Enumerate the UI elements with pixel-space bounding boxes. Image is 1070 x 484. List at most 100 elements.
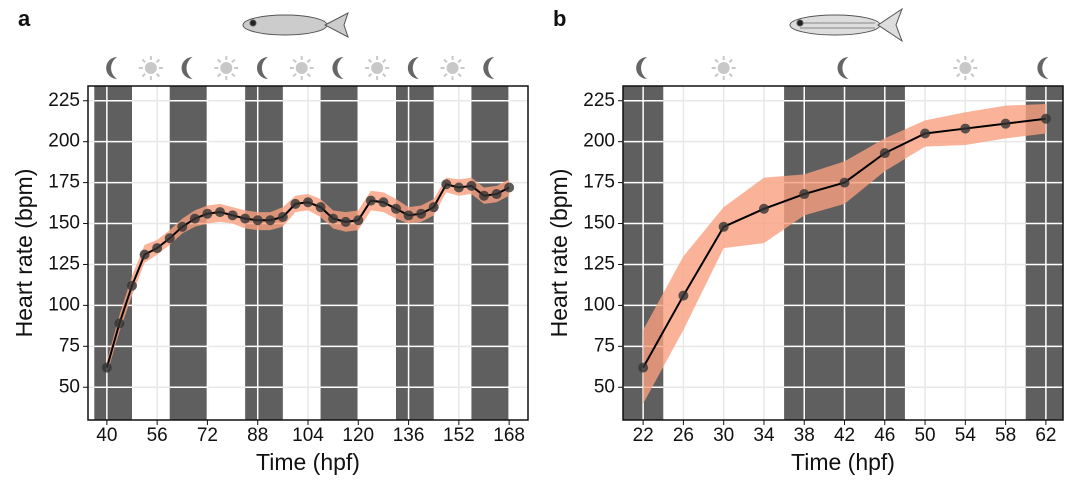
x-axis-title: Time (hpf) [791, 449, 895, 475]
point [189, 213, 200, 224]
sun-ray [714, 72, 719, 78]
sun-disc [717, 62, 730, 74]
sun-disc [959, 62, 972, 74]
point [920, 128, 931, 139]
y-tick-label: 125 [48, 253, 80, 274]
sun-disc [220, 62, 233, 74]
sun-ray [714, 58, 719, 64]
night-shade [320, 86, 359, 420]
plot-border [622, 85, 1064, 421]
point [127, 280, 137, 291]
sun-icon [440, 56, 465, 80]
sun-ray [970, 72, 975, 78]
point [960, 123, 971, 134]
x-tick-label: 46 [874, 425, 895, 446]
y-tick-label: 50 [59, 376, 80, 397]
point [252, 215, 263, 226]
moon-icon [106, 57, 118, 79]
fish-eye [796, 19, 804, 27]
sun-icon [289, 56, 314, 80]
y-axis-title: Heart rate (bpm) [11, 169, 37, 338]
moon-icon [483, 57, 495, 79]
sun-icon [953, 56, 978, 80]
fish-icon [242, 11, 349, 39]
point [466, 180, 477, 191]
night-shade [169, 86, 208, 420]
y-tick-label: 100 [583, 294, 615, 315]
y-tick-label: 75 [59, 335, 80, 356]
point [328, 213, 339, 224]
point [202, 208, 213, 219]
point [479, 190, 489, 201]
sun-ray [306, 58, 311, 64]
y-tick-label: 175 [583, 172, 615, 193]
sun-icon [138, 56, 163, 80]
y-tick-label: 175 [48, 172, 80, 193]
y-tick-label: 225 [583, 90, 615, 111]
panel-label: a [18, 6, 31, 31]
x-tick-label: 54 [955, 425, 977, 446]
x-tick-label: 104 [292, 425, 324, 446]
point [758, 203, 769, 214]
point [416, 208, 427, 219]
y-tick-label: 100 [48, 294, 80, 315]
sun-ray [292, 72, 297, 78]
x-tick-label: 34 [753, 425, 775, 446]
point [215, 207, 225, 218]
sun-ray [457, 72, 462, 78]
point [265, 215, 276, 226]
point [240, 213, 251, 224]
point [290, 198, 301, 209]
point [678, 290, 689, 301]
sun-ray [141, 72, 146, 78]
moon-icon [332, 57, 344, 79]
sun-ray [956, 72, 961, 78]
point [114, 318, 125, 329]
x-tick-label: 136 [393, 425, 425, 446]
panel-label: b [553, 6, 566, 31]
y-tick-label: 125 [583, 253, 615, 274]
x-tick-label: 56 [147, 425, 168, 446]
point [303, 197, 313, 208]
sun-ray [292, 58, 297, 64]
panel: a 40 56 72 88 104 120 136 152 168 50 75 100 125 150 175… [11, 6, 529, 475]
fish-eye [249, 19, 257, 27]
x-tick-label: 168 [493, 425, 525, 446]
sun-ray [231, 58, 236, 64]
night-shade [396, 86, 434, 420]
night-shade [94, 86, 132, 420]
y-tick-label: 200 [48, 131, 80, 152]
sun-ray [443, 72, 448, 78]
sun-ray [306, 72, 311, 78]
y-tick-label: 150 [48, 213, 80, 234]
x-tick-label: 88 [247, 425, 268, 446]
point [227, 210, 238, 221]
point [428, 202, 439, 213]
sun-icon [365, 56, 390, 80]
sun-ray [382, 72, 387, 78]
y-tick-label: 225 [48, 90, 80, 111]
point [315, 202, 326, 213]
point [365, 195, 376, 206]
point [152, 243, 163, 254]
point [839, 177, 850, 188]
sun-ray [217, 72, 222, 78]
point [879, 148, 890, 159]
confidence-band [643, 104, 1046, 404]
sun-ray [155, 58, 161, 64]
point [504, 182, 515, 193]
sun-ray [367, 72, 373, 78]
x-tick-label: 58 [995, 425, 1016, 446]
moon-icon [636, 57, 648, 79]
x-tick-label: 120 [342, 425, 374, 446]
point [340, 216, 351, 227]
point [164, 233, 175, 244]
x-tick-label: 42 [834, 425, 855, 446]
sun-disc [446, 62, 459, 74]
point [391, 203, 401, 214]
x-tick-label: 62 [1035, 425, 1056, 446]
x-tick-label: 40 [96, 425, 117, 446]
sun-icon [711, 56, 736, 80]
point [638, 362, 649, 373]
